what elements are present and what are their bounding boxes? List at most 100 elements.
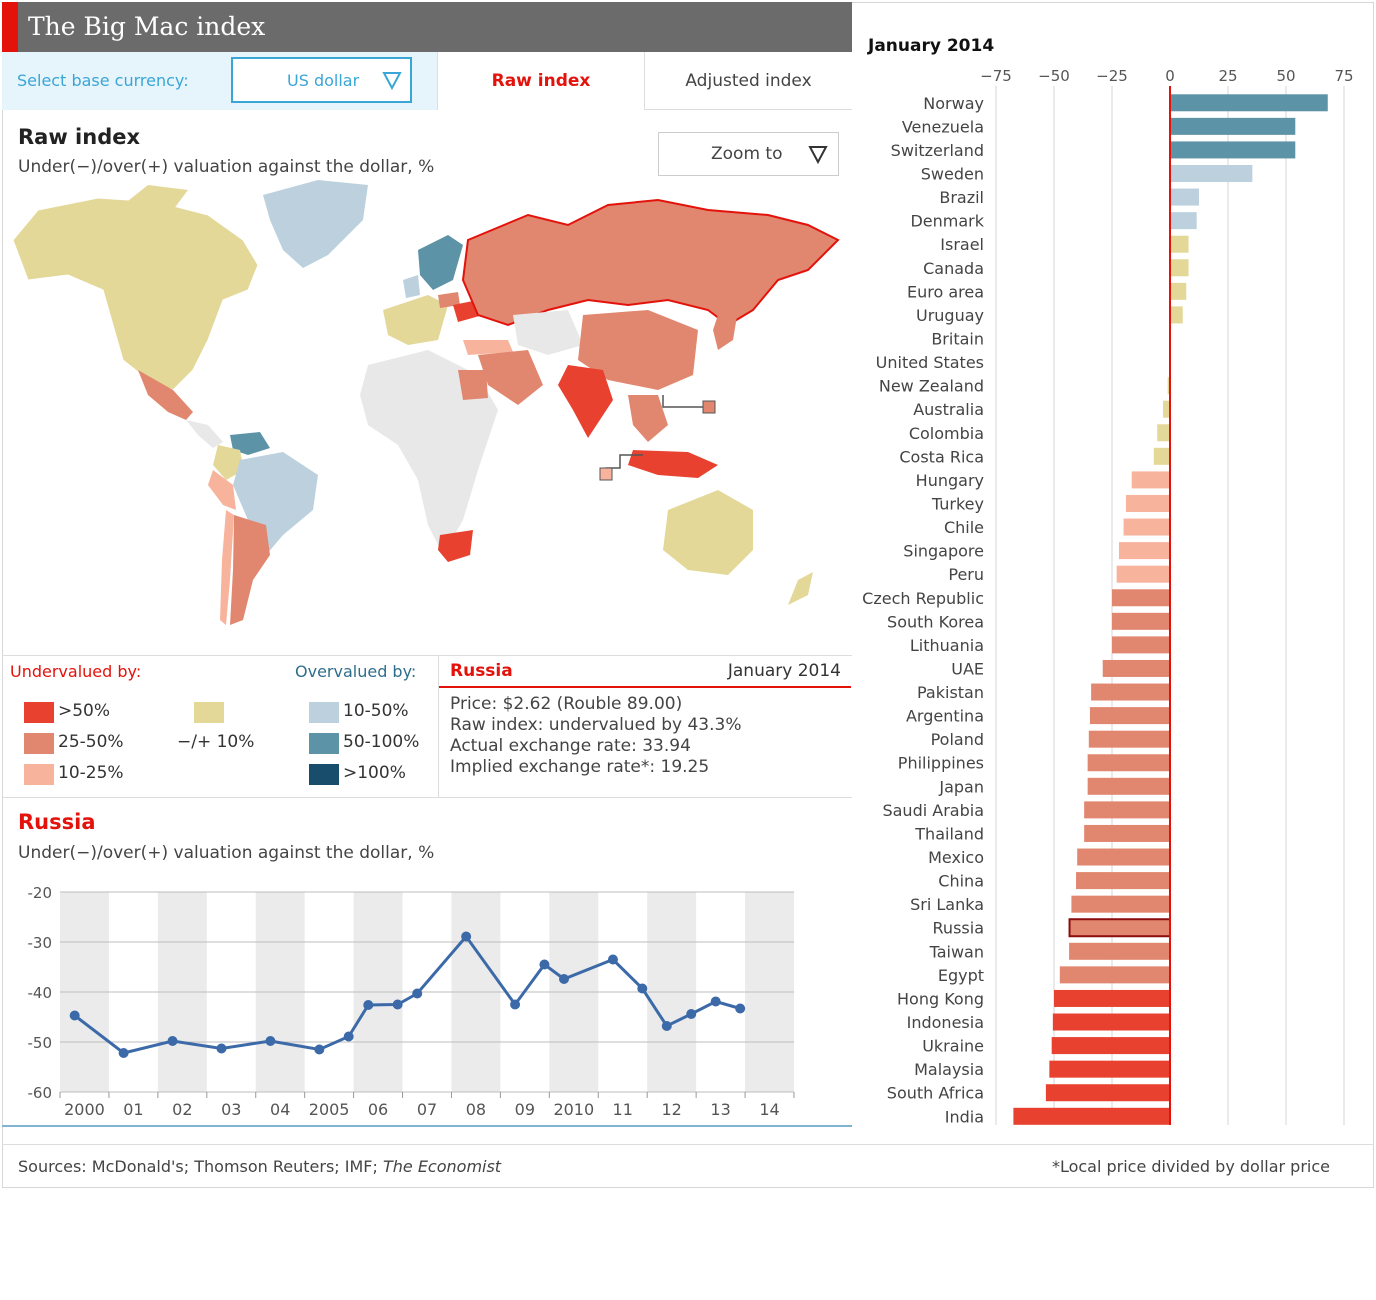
bar-chart-category-label: New Zealand — [879, 377, 984, 396]
world-map[interactable] — [8, 180, 848, 650]
region-australia[interactable] — [663, 490, 753, 575]
callout-singapore[interactable] — [599, 454, 643, 481]
region-peru[interactable] — [208, 470, 236, 510]
bar-chart-category-label: Egypt — [938, 966, 984, 985]
zoom-dropdown[interactable]: Zoom to — [658, 132, 839, 176]
region-china[interactable] — [578, 310, 698, 390]
region-chile[interactable] — [220, 510, 234, 625]
line-chart-point — [559, 974, 570, 984]
bar-chart-bar — [1170, 164, 1253, 182]
bar-chart-bar — [1089, 707, 1170, 725]
bar-chart-category-label: Australia — [913, 400, 984, 419]
line-chart-point — [167, 1036, 178, 1046]
region-north-america[interactable] — [12, 185, 259, 391]
page-title: The Big Mac index — [28, 12, 266, 41]
bar-chart-bar — [1112, 636, 1170, 654]
bar-chart-bar — [1087, 754, 1170, 772]
line-chart-point — [363, 1000, 374, 1010]
line-chart-x-tick-label: 03 — [221, 1100, 241, 1119]
line-chart-point — [686, 1009, 697, 1019]
sources-note: Sources: McDonald's; Thomson Reuters; IM… — [18, 1157, 501, 1176]
bar-chart-bar — [1069, 942, 1170, 960]
bar-chart-bar — [1170, 235, 1189, 253]
region-mexico[interactable] — [138, 370, 193, 420]
tab-adjusted-index[interactable]: Adjusted index — [644, 52, 852, 110]
line-chart-title: Russia — [18, 810, 96, 834]
region-europe[interactable] — [383, 235, 513, 355]
region-egypt[interactable] — [458, 370, 488, 400]
bar-chart-bar — [1170, 188, 1199, 206]
bar-chart-bar — [1170, 212, 1197, 230]
bar-chart-category-label: South Korea — [887, 612, 984, 631]
bar-chart-bar — [1054, 989, 1170, 1007]
bar-chart-category-label: Sri Lanka — [910, 895, 984, 914]
country-line-chart-section: Russia Under(−)/over(+) valuation agains… — [2, 797, 852, 1127]
legend-swatch-under-50 — [24, 702, 54, 723]
legend: Undervalued by: Overvalued by: >50% 25-5… — [2, 655, 438, 797]
line-chart-point — [216, 1043, 227, 1054]
bar-chart-category-label: Taiwan — [929, 942, 984, 961]
region-new-zealand[interactable] — [788, 572, 813, 605]
bar-chart-x-tick-label: −75 — [980, 67, 1012, 85]
bar-chart-bar — [1131, 471, 1170, 489]
bar-chart-title: January 2014 — [867, 36, 994, 56]
region-africa[interactable] — [360, 350, 498, 555]
line-chart-point — [69, 1010, 80, 1021]
bar-chart-bar — [1170, 282, 1187, 300]
bar-chart-bar — [1051, 1037, 1170, 1055]
region-greenland[interactable] — [263, 180, 368, 268]
legend-swatch-under-25-50 — [24, 733, 54, 754]
line-chart-point — [265, 1036, 276, 1046]
bar-chart-bar — [1170, 94, 1328, 112]
legend-label-neutral: −/+ 10% — [177, 732, 255, 752]
region-colombia[interactable] — [213, 445, 244, 480]
legend-swatch-neutral — [194, 702, 224, 723]
legend-swatch-under-10-25 — [24, 764, 54, 785]
bar-chart-x-tick-label: −50 — [1038, 67, 1070, 85]
header-bar: The Big Mac index — [2, 2, 852, 52]
region-argentina[interactable] — [230, 515, 270, 625]
bar-chart-bar — [1163, 400, 1170, 418]
region-venezuela[interactable] — [230, 432, 270, 455]
line-chart-point — [510, 999, 521, 1010]
bar-chart-bar — [1112, 612, 1170, 630]
bar-chart-x-tick-label: 25 — [1218, 67, 1237, 85]
region-indonesia[interactable] — [628, 450, 718, 478]
bar-chart-category-label: Israel — [940, 235, 984, 254]
bar-chart-category-label: Hong Kong — [897, 989, 984, 1008]
region-central-asia[interactable] — [513, 310, 583, 355]
line-chart-point — [412, 988, 423, 999]
map-title: Raw index — [18, 125, 141, 149]
line-chart-point — [710, 996, 721, 1007]
region-russia[interactable] — [461, 198, 840, 327]
line-chart[interactable]: -20 -30 -40 -50 -60 2000 01 02 03 04 2005 06 07 08 09 2… — [2, 798, 852, 1128]
chevron-down-icon — [808, 144, 828, 168]
country-info-panel: Russia January 2014 Price: $2.62 (Rouble… — [438, 655, 852, 797]
sources-text: Sources: McDonald's; Thomson Reuters; IM… — [18, 1157, 383, 1176]
line-chart-point — [461, 931, 472, 942]
bar-chart-bar — [1049, 1060, 1170, 1078]
bar-chart-category-label: Turkey — [931, 494, 984, 513]
region-india[interactable] — [558, 365, 613, 438]
bar-chart-category-label: Lithuania — [910, 636, 984, 655]
region-central-america[interactable] — [186, 420, 223, 448]
tab-raw-index[interactable]: Raw index — [438, 52, 644, 110]
bar-chart-category-label: UAE — [951, 659, 984, 678]
bar-chart[interactable]: January 2014 −75 −50 −25 0 25 50 75 Norway Venezu… — [852, 30, 1372, 1130]
callout-hong-kong[interactable] — [662, 395, 716, 414]
bar-chart-category-label: Mexico — [928, 848, 984, 867]
bar-chart-category-label: Malaysia — [914, 1060, 984, 1079]
currency-dropdown[interactable]: US dollar — [231, 57, 412, 103]
bar-chart-bar — [1170, 259, 1189, 277]
bar-chart-category-label: Costa Rica — [899, 447, 984, 466]
bar-chart-bar — [1170, 117, 1296, 135]
region-middle-east[interactable] — [478, 350, 543, 405]
bar-chart-bar — [1077, 848, 1170, 866]
line-chart-x-tick-label: 08 — [466, 1100, 486, 1119]
region-japan[interactable] — [713, 300, 738, 350]
bar-chart-category-label: Singapore — [903, 542, 984, 561]
bar-chart-category-label: Canada — [923, 259, 984, 278]
region-south-africa[interactable] — [438, 530, 473, 562]
brand-red-bar — [2, 2, 18, 52]
region-southeast-asia[interactable] — [628, 395, 668, 442]
